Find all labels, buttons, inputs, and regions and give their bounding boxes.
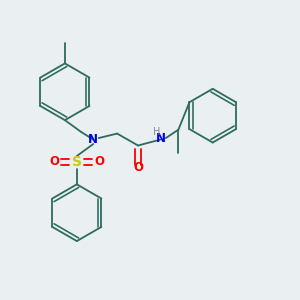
- Text: S: S: [72, 155, 82, 169]
- Text: N: N: [88, 133, 98, 146]
- Text: N: N: [155, 132, 166, 145]
- Text: O: O: [133, 161, 143, 174]
- Text: O: O: [50, 155, 59, 168]
- Text: H: H: [153, 127, 161, 137]
- Text: O: O: [94, 155, 104, 168]
